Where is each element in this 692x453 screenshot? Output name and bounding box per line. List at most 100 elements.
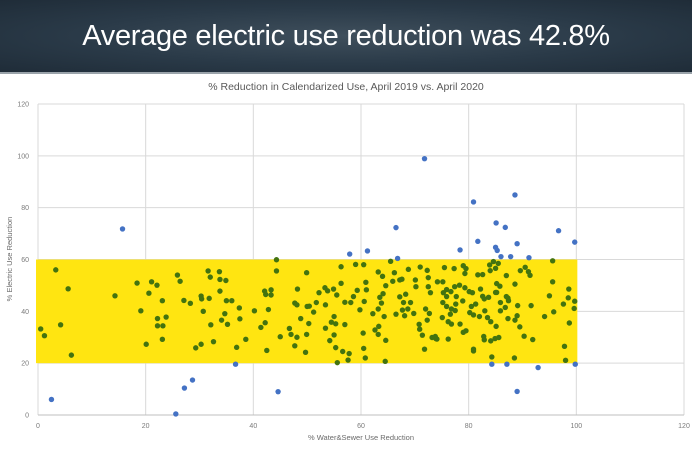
data-point-in-band: [338, 264, 344, 270]
x-tick-label: 20: [142, 423, 150, 430]
data-point-in-band: [571, 305, 577, 312]
data-point-in-band: [327, 337, 333, 344]
data-point-in-band: [391, 270, 398, 276]
data-point-in-band: [68, 352, 75, 358]
data-point-outlier: [555, 228, 562, 234]
data-point-in-band: [206, 295, 212, 302]
data-point-outlier: [189, 377, 196, 383]
data-point-in-band: [339, 348, 346, 355]
data-point-in-band: [154, 282, 160, 288]
data-point-in-band: [236, 305, 243, 311]
data-point-in-band: [205, 268, 211, 274]
data-point-in-band: [361, 298, 367, 305]
data-point-in-band: [223, 277, 229, 284]
data-point-in-band: [258, 324, 264, 331]
data-point-in-band: [360, 345, 367, 352]
data-point-in-band: [422, 306, 429, 312]
data-point-in-band: [439, 314, 445, 321]
data-point-in-band: [159, 298, 166, 304]
data-point-in-band: [65, 286, 71, 292]
data-point-in-band: [377, 294, 383, 301]
x-tick-label: 60: [357, 423, 365, 430]
data-point-in-band: [549, 279, 556, 285]
data-point-outlier: [48, 396, 55, 403]
data-point-in-band: [549, 258, 556, 264]
data-point-in-band: [416, 326, 423, 332]
data-point-in-band: [503, 272, 510, 279]
data-point-in-band: [527, 272, 533, 279]
data-point-in-band: [298, 315, 304, 322]
data-point-in-band: [362, 355, 369, 361]
data-point-in-band: [496, 334, 502, 341]
data-points: [37, 155, 578, 417]
data-point-in-band: [497, 308, 504, 314]
data-point-in-band: [233, 344, 240, 351]
data-point-in-band: [330, 286, 337, 292]
data-point-outlier: [504, 361, 510, 367]
slide-title: Average electric use reduction was 42.8%: [82, 19, 610, 52]
data-point-in-band: [402, 291, 409, 297]
data-point-in-band: [517, 324, 523, 330]
data-point-in-band: [198, 341, 204, 347]
data-point-in-band: [462, 285, 468, 291]
data-point-in-band: [223, 298, 230, 304]
data-point-in-band: [492, 265, 499, 272]
data-point-in-band: [218, 317, 225, 323]
y-tick-label: 40: [21, 309, 29, 316]
data-point-in-band: [302, 349, 309, 355]
data-point-in-band: [375, 306, 381, 312]
data-point-in-band: [354, 287, 360, 294]
data-point-in-band: [546, 293, 553, 299]
x-tick-label: 40: [249, 423, 257, 430]
data-point-in-band: [417, 264, 423, 270]
data-point-in-band: [154, 315, 161, 322]
data-point-in-band: [273, 257, 280, 263]
data-point-in-band: [370, 310, 376, 317]
data-point-in-band: [560, 301, 567, 307]
data-point-in-band: [286, 325, 293, 332]
y-tick-label: 60: [21, 257, 29, 264]
y-tick-label: 0: [25, 413, 29, 420]
data-point-in-band: [217, 276, 223, 283]
data-point-in-band: [447, 311, 454, 317]
data-point-in-band: [37, 326, 44, 332]
data-point-in-band: [425, 284, 431, 290]
data-point-in-band: [338, 280, 344, 287]
data-point-in-band: [445, 336, 451, 342]
data-point-in-band: [331, 313, 337, 320]
data-point-in-band: [472, 301, 479, 307]
data-point-in-band: [490, 258, 497, 265]
data-point-in-band: [460, 298, 466, 304]
data-point-in-band: [148, 279, 155, 285]
data-point-in-band: [310, 309, 317, 315]
data-point-in-band: [222, 310, 228, 317]
data-point-in-band: [378, 300, 385, 306]
data-point-in-band: [268, 292, 274, 298]
data-point-in-band: [345, 357, 351, 363]
data-point-in-band: [357, 307, 363, 313]
data-point-in-band: [187, 300, 194, 306]
data-point-outlier: [275, 388, 281, 395]
data-point-in-band: [334, 292, 340, 298]
data-point-outlier: [119, 226, 126, 232]
data-point-in-band: [41, 332, 48, 339]
data-point-in-band: [154, 323, 161, 329]
data-point-in-band: [294, 286, 301, 292]
data-point-in-band: [551, 309, 557, 315]
data-point-outlier: [526, 254, 532, 261]
data-point-in-band: [477, 286, 484, 292]
data-point-in-band: [363, 287, 370, 293]
data-point-in-band: [360, 261, 367, 268]
data-point-in-band: [265, 306, 272, 313]
data-point-in-band: [434, 279, 441, 285]
data-point-in-band: [383, 337, 389, 344]
data-point-in-band: [484, 314, 491, 321]
data-point-in-band: [419, 332, 426, 338]
data-point-in-band: [541, 313, 548, 320]
data-point-in-band: [405, 306, 411, 312]
data-point-in-band: [451, 284, 458, 290]
data-point-in-band: [530, 336, 536, 343]
data-point-in-band: [457, 321, 463, 327]
data-point-in-band: [481, 296, 487, 302]
data-point-in-band: [360, 330, 366, 336]
